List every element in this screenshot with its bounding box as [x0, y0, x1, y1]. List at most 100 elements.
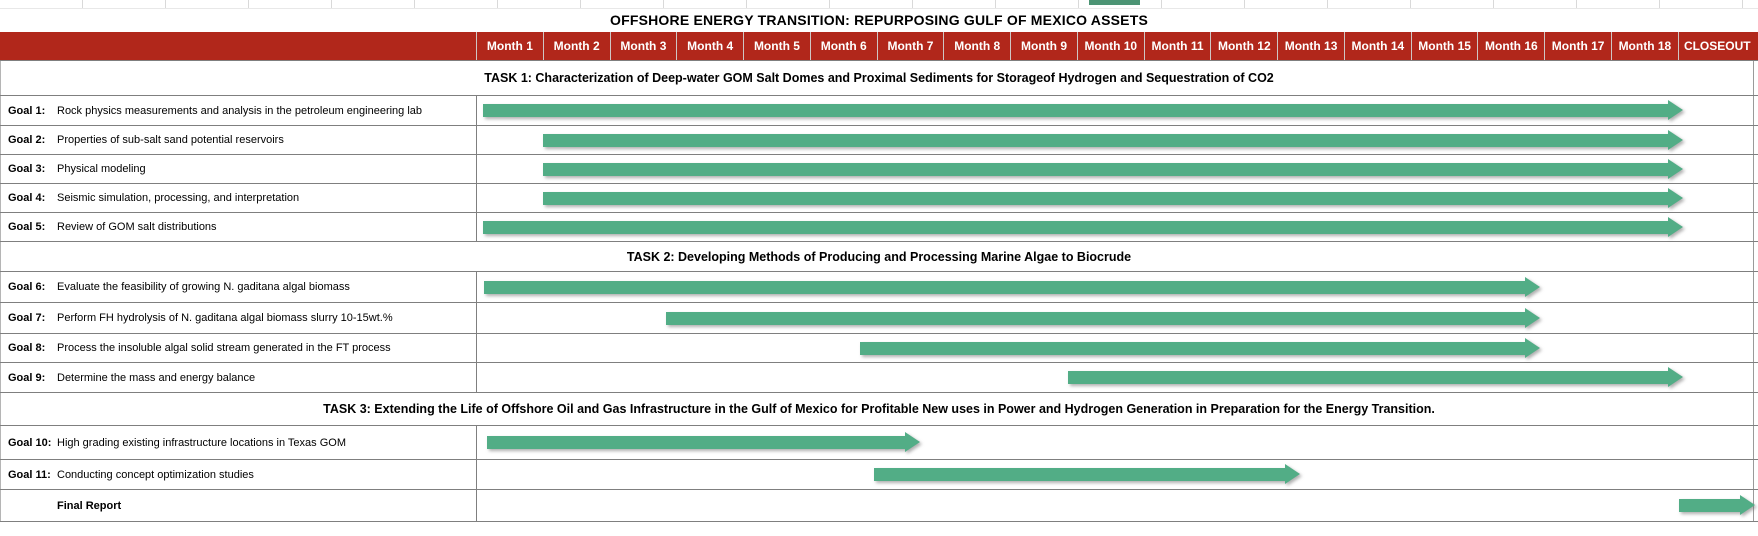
month-header-cell: Month 10 [1076, 32, 1144, 60]
month-header-cell: Month 8 [943, 32, 1010, 60]
gantt-bar-arrowhead [1285, 464, 1301, 484]
gantt-bar-arrowhead [1739, 495, 1755, 515]
table-right-border [1753, 61, 1754, 522]
timeline-area [476, 126, 1758, 154]
month-header-cell: Month 6 [809, 32, 877, 60]
timeline-area [476, 155, 1758, 183]
gantt-bar-arrowhead [1667, 187, 1683, 208]
goal-description-label: Properties of sub-salt sand potential re… [57, 134, 284, 146]
goal-row: Goal 4: Seismic simulation, processing, a… [0, 184, 1758, 213]
timeline-area [476, 272, 1758, 302]
gantt-bar-body [482, 104, 1669, 117]
gantt-bar-body [859, 341, 1526, 355]
gantt-arrow-bar [873, 460, 1301, 489]
top-partial-green-cell [1089, 0, 1140, 5]
goal-number-label: Goal 4: [8, 192, 46, 204]
goal-description-label: Conducting concept optimization studies [57, 468, 254, 481]
gantt-arrow-bar [482, 213, 1683, 241]
goal-description-label: Rock physics measurements and analysis i… [57, 104, 423, 117]
goal-row: Goal 7: Perform FH hydrolysis of N. gadit… [0, 303, 1758, 334]
gantt-bar-arrowhead [1667, 216, 1683, 237]
goal-row: Goal 6: Evaluate the feasibility of growi… [0, 272, 1758, 303]
month-header-cell: Month 5 [743, 32, 810, 60]
timeline-area [476, 303, 1758, 333]
header-label-spacer [0, 32, 476, 60]
timeline-area [476, 426, 1758, 459]
goal-row: Goal 9: Determine the mass and energy bal… [0, 363, 1758, 393]
gantt-bar-arrowhead [1667, 100, 1683, 120]
task-section-row: TASK 1: Characterization of Deep-water G… [0, 61, 1758, 96]
month-header-cell: Month 9 [1010, 32, 1077, 60]
closeout-header-cell: CLOSEOUT [1677, 32, 1756, 60]
goal-number-label: Goal 5: [8, 221, 46, 233]
task-section-heading: TASK 2: Developing Methods of Producing … [626, 249, 1132, 264]
gantt-bar-body [484, 280, 1526, 294]
timeline-area [476, 460, 1758, 489]
gantt-bar-arrowhead [905, 432, 921, 452]
title-row: OFFSHORE ENERGY TRANSITION: REPURPOSING … [0, 8, 1758, 32]
gantt-bar-body [486, 436, 907, 449]
table-left-border [0, 61, 1, 522]
gantt-bar-body [542, 162, 1669, 176]
gantt-bar-arrowhead [1667, 129, 1683, 150]
goal-row: Final Report [0, 490, 1758, 522]
goal-description-label: Seismic simulation, processing, and inte… [57, 192, 300, 204]
month-header-cell: Month 17 [1544, 32, 1611, 60]
timeline-area [476, 184, 1758, 212]
goal-row: Goal 11: Conducting concept optimization … [0, 460, 1758, 490]
month-header-cell: Month 14 [1343, 32, 1411, 60]
month-header-cell: Month 16 [1477, 32, 1544, 60]
goal-number-label: Goal 6: [8, 281, 46, 293]
month-header-cell: Month 12 [1210, 32, 1277, 60]
goal-row: Goal 5: Review of GOM salt distributions [0, 213, 1758, 242]
gantt-bar-body [665, 311, 1526, 325]
month-header-cell: Month 3 [609, 32, 677, 60]
goal-description-label: Review of GOM salt distributions [57, 221, 217, 233]
gantt-bar-arrowhead [1667, 158, 1683, 179]
goal-row: Goal 10: High grading existing infrastruc… [0, 426, 1758, 460]
goal-number-label: Goal 8: [8, 342, 46, 354]
task-section-heading: TASK 3: Extending the Life of Offshore O… [323, 402, 1435, 416]
goal-description-label: Process the insoluble algal solid stream… [57, 342, 391, 354]
gantt-bar-body [1067, 371, 1669, 384]
gantt-arrow-bar [1067, 363, 1683, 392]
goal-description-label: Perform FH hydrolysis of N. gaditana alg… [57, 312, 393, 324]
goal-number-label: Goal 10: [8, 436, 52, 449]
page-title: OFFSHORE ENERGY TRANSITION: REPURPOSING … [609, 12, 1149, 28]
goal-number-label: Goal 1: [8, 104, 46, 117]
task-section-heading: TASK 1: Characterization of Deep-water G… [484, 71, 1274, 85]
gantt-arrow-bar [542, 184, 1683, 212]
task-section-row: TASK 2: Developing Methods of Producing … [0, 242, 1758, 272]
task-section-row: TASK 3: Extending the Life of Offshore O… [0, 393, 1758, 426]
goal-number-label: Goal 9: [8, 371, 46, 384]
gantt-arrow-bar [665, 303, 1540, 333]
gantt-bar-body [542, 191, 1669, 205]
goal-number-label: Goal 3: [8, 163, 46, 175]
gantt-body: TASK 1: Characterization of Deep-water G… [0, 60, 1758, 522]
gantt-bar-arrowhead [1524, 307, 1540, 328]
gantt-arrow-bar [484, 272, 1540, 302]
goal-number-label: Goal 11: [8, 468, 51, 481]
month-header-cell: Month 1 [476, 32, 543, 60]
month-header-cell: Month 15 [1410, 32, 1478, 60]
goal-description-label: Determine the mass and energy balance [57, 371, 256, 384]
goal-description-label: Physical modeling [57, 163, 146, 175]
gantt-arrow-bar [486, 426, 921, 459]
timeline-area [476, 334, 1758, 362]
gantt-arrow-bar [1679, 490, 1755, 521]
gantt-bar-body [542, 133, 1669, 147]
gantt-arrow-bar [542, 155, 1683, 183]
top-partial-row [0, 0, 1758, 9]
gantt-arrow-bar [482, 96, 1683, 125]
gantt-bar-arrowhead [1667, 367, 1683, 387]
timeline-area [476, 96, 1758, 125]
goal-description-label: Evaluate the feasibility of growing N. g… [57, 281, 350, 293]
timeline-area [476, 490, 1758, 521]
gantt-bar-body [1679, 499, 1741, 512]
goal-row: Goal 8: Process the insoluble algal solid… [0, 334, 1758, 363]
month-header-cell: Month 4 [676, 32, 743, 60]
month-header-cell: Month 13 [1277, 32, 1344, 60]
month-header-row: Month 1 Month 2 Month 3 Month 4 Month 5 Month… [0, 32, 1758, 60]
gantt-arrow-bar [859, 334, 1540, 362]
